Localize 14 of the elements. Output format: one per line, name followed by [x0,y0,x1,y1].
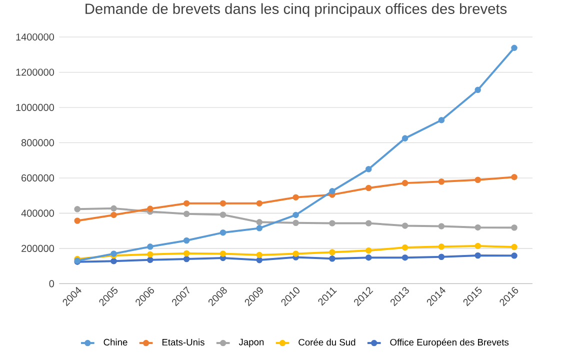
legend-label: Chine [104,338,128,346]
y-tick-label: 1200000 [16,68,54,76]
legend-label: Office Européen des Brevets [390,338,509,348]
legend-label: Corée du Sud [298,338,356,346]
y-tick-label: 800000 [21,139,54,146]
chart-title: Demande de brevets dans les cinq principaux offices des brevets [86,3,507,17]
y-tick-label: 200000 [22,244,54,252]
y-tick-label: 1400000 [16,33,54,41]
y-tick-label: 1000000 [16,104,54,112]
y-tick-label: 400000 [21,210,54,217]
y-tick-label: 0 [49,280,54,288]
legend-label: Etats-Unis [162,338,204,346]
y-tick-label: 600000 [22,174,54,182]
legend-label: Japon [238,338,264,348]
